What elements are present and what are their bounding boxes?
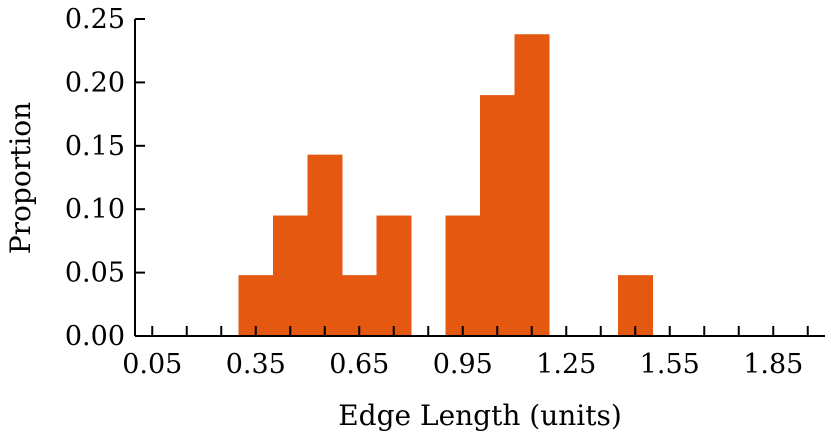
histogram-bar-2 (307, 154, 343, 336)
histogram-bar-0 (238, 275, 274, 336)
y-tick-label: 0.20 (65, 67, 125, 98)
histogram-bar-4 (376, 215, 412, 336)
histogram-bar-5 (445, 215, 481, 336)
y-tick-label: 0.15 (65, 131, 125, 162)
x-axis-label: Edge Length (units) (338, 399, 622, 432)
x-axis-ticks: 0.05 0.35 0.65 0.95 1.25 1.55 1.85 (122, 326, 809, 380)
x-tick-label: 0.35 (226, 349, 286, 380)
y-tick-label: 0.10 (65, 194, 125, 225)
x-tick-label: 1.25 (536, 349, 596, 380)
y-tick-label: 0.05 (65, 258, 125, 289)
histogram-bar-3 (342, 275, 377, 336)
x-tick-label: 0.95 (433, 349, 493, 380)
x-tick-label: 1.85 (743, 349, 803, 380)
histogram-bar-8 (618, 275, 653, 336)
y-tick-label: 0.00 (65, 321, 125, 352)
x-tick-label: 1.55 (640, 349, 700, 380)
y-tick-label: 0.25 (65, 4, 125, 35)
x-tick-label: 0.05 (122, 349, 182, 380)
histogram-bar-7 (514, 34, 550, 336)
y-axis-ticks: 0.00 0.05 0.10 0.15 0.20 0.25 (65, 4, 145, 352)
histogram-bars (238, 34, 653, 336)
x-tick-label: 0.65 (329, 349, 389, 380)
histogram-bar-6 (480, 95, 515, 336)
histogram-bar-1 (273, 215, 308, 336)
y-axis-label: Proportion (4, 102, 37, 254)
